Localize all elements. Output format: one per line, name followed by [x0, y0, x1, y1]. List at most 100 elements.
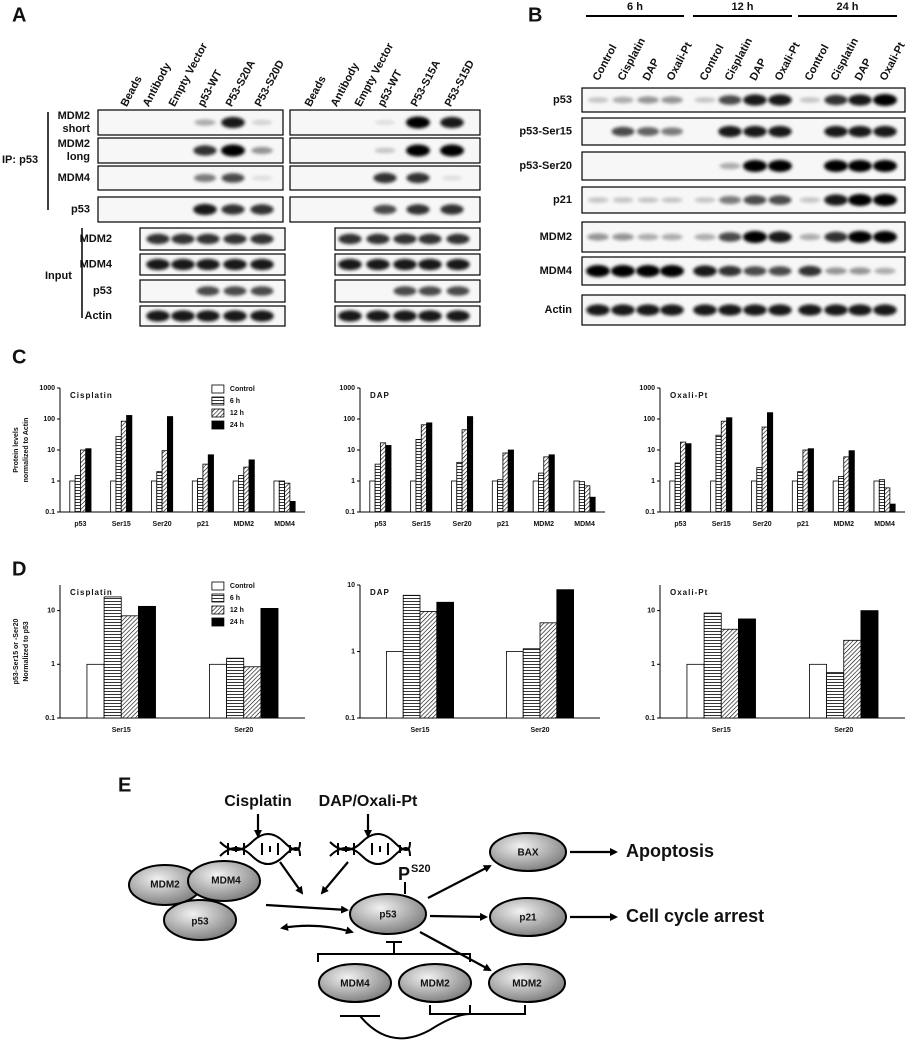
protein-label: MDM2 — [150, 880, 180, 891]
band — [223, 258, 247, 271]
bar — [751, 480, 758, 513]
x-tick-label: p53 — [374, 521, 386, 528]
bar — [126, 415, 133, 513]
lane-label: DAP — [853, 57, 875, 83]
row-label: MDM2 — [540, 231, 572, 243]
band — [338, 258, 362, 271]
lane-label: P53-S20D — [253, 58, 287, 108]
y-tick-label: 0.1 — [645, 509, 655, 516]
y-tick-label: 1 — [51, 478, 55, 485]
bar — [548, 454, 555, 513]
bar — [539, 622, 558, 719]
bar — [238, 475, 245, 513]
bar — [838, 476, 845, 513]
band — [196, 258, 220, 271]
bar — [680, 441, 687, 513]
bar — [848, 450, 855, 513]
x-tick-label: Ser15 — [410, 727, 429, 734]
bar — [161, 450, 168, 513]
x-tick-label: p21 — [197, 521, 209, 528]
lane-label: p53-WT — [196, 68, 225, 109]
outcome: Cell cycle arrest — [626, 906, 764, 926]
protein — [489, 897, 567, 937]
legend-swatch — [211, 605, 225, 615]
band — [694, 197, 716, 203]
band — [193, 203, 217, 216]
band — [441, 175, 463, 181]
band — [848, 125, 872, 138]
pathway-diagram: E Cisplatin DAP/Oxali-Pt MDM2 MDM4 p53 p… — [118, 774, 764, 1040]
band — [586, 265, 610, 277]
x-tick-label: Ser20 — [453, 521, 472, 528]
arrow — [419, 931, 492, 971]
bar — [873, 480, 880, 513]
bar — [756, 467, 763, 513]
band — [194, 119, 216, 126]
band — [768, 266, 792, 276]
band — [221, 144, 245, 157]
bar — [191, 480, 199, 513]
band — [223, 233, 247, 245]
band — [440, 144, 464, 157]
arrow — [265, 903, 349, 914]
y-tick-label: 1000 — [639, 385, 655, 392]
row-label: long — [67, 151, 90, 163]
protein-label: MDM4 — [340, 979, 370, 990]
row-label: short — [63, 123, 91, 135]
bar — [278, 480, 285, 513]
legend-swatch — [211, 396, 225, 406]
band — [393, 233, 417, 245]
bar — [543, 456, 550, 513]
legend-swatch — [211, 581, 225, 591]
band — [406, 144, 430, 157]
time-label: 24 h — [836, 1, 858, 13]
bar — [466, 416, 474, 513]
bar — [491, 480, 499, 513]
band — [446, 258, 470, 271]
band — [718, 125, 742, 138]
band — [251, 175, 273, 181]
band — [768, 94, 792, 106]
bar — [878, 479, 885, 513]
lane-label: Oxali-Pt — [773, 40, 803, 83]
bar — [589, 496, 596, 513]
bar — [461, 429, 468, 513]
bar — [166, 416, 174, 513]
x-tick-label: MDM4 — [274, 521, 295, 528]
band — [661, 233, 683, 241]
y-tick-label: 1 — [351, 648, 355, 655]
bar — [710, 480, 717, 513]
bar — [436, 601, 454, 719]
band — [612, 233, 634, 241]
band — [799, 97, 821, 103]
legend-label: Control — [230, 583, 255, 590]
bar — [826, 672, 845, 719]
band — [661, 197, 683, 203]
x-tick-label: Ser15 — [112, 521, 131, 528]
lane-label: Control — [803, 43, 832, 83]
bar — [674, 462, 681, 513]
band — [636, 265, 660, 277]
bar — [497, 479, 504, 513]
bar — [669, 480, 676, 513]
bar — [738, 618, 756, 719]
time-label: 6 h — [627, 1, 643, 13]
bar — [369, 480, 376, 513]
y-tick-label: 1 — [51, 661, 55, 668]
bar — [726, 417, 733, 513]
legend-swatch — [211, 593, 225, 603]
bar — [248, 459, 255, 513]
band — [768, 195, 792, 205]
band — [393, 286, 417, 296]
bar — [507, 449, 514, 513]
dna — [219, 833, 411, 865]
band — [637, 233, 659, 241]
bar — [686, 663, 705, 719]
lane-label: DAP — [641, 57, 663, 83]
band — [338, 310, 362, 322]
bar — [273, 480, 280, 513]
band — [719, 162, 741, 170]
band — [825, 267, 847, 275]
band — [250, 233, 274, 245]
y-tick-label: 10 — [47, 447, 55, 454]
